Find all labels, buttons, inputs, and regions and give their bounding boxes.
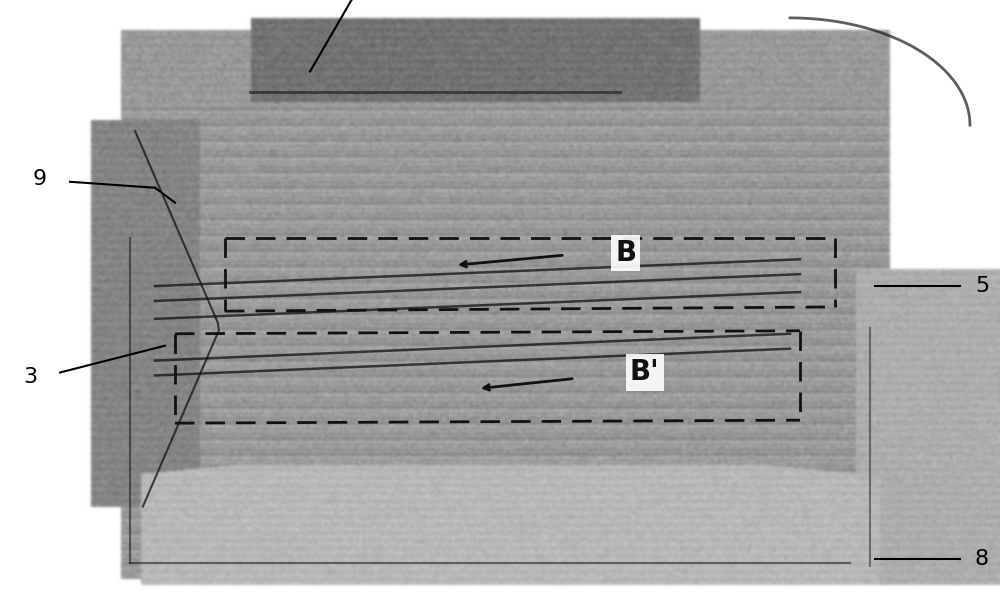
Text: B: B xyxy=(615,240,636,267)
Text: 8: 8 xyxy=(975,549,989,569)
Text: 5: 5 xyxy=(975,276,989,296)
Text: 3: 3 xyxy=(23,367,37,387)
Text: B': B' xyxy=(630,359,660,386)
Text: 9: 9 xyxy=(33,169,47,189)
